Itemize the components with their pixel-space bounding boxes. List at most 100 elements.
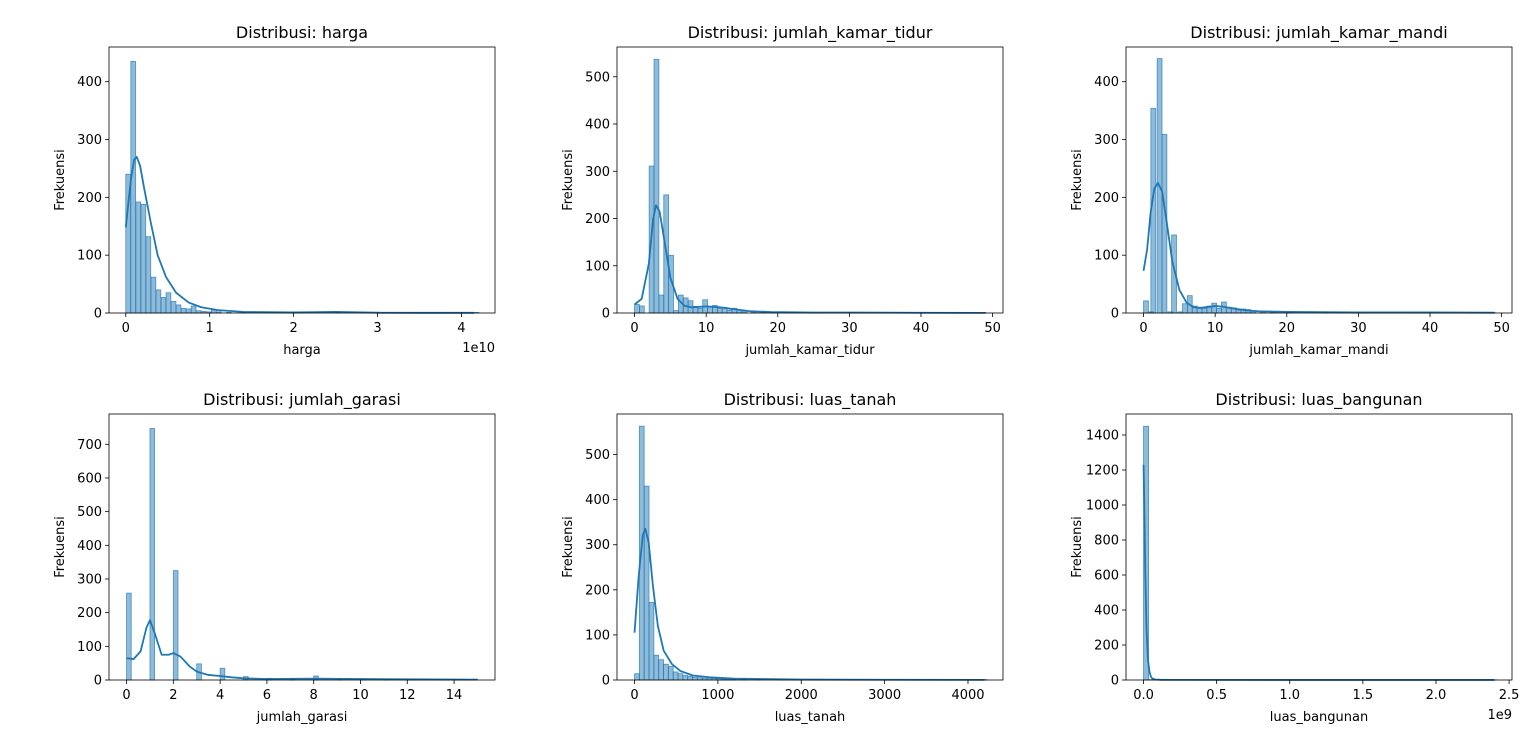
y-tick-label: 500 <box>585 448 610 463</box>
x-offset-label: 1e10 <box>462 341 495 356</box>
kde-line <box>633 204 986 314</box>
y-axis-label: Frekuensi <box>53 149 68 211</box>
x-tick-label: 10 <box>352 688 369 703</box>
x-offset-label: 1e9 <box>1487 708 1512 723</box>
y-tick-label: 100 <box>77 640 102 655</box>
histogram-bar <box>634 673 640 681</box>
histogram-bar <box>175 304 182 314</box>
x-tick-label: 30 <box>841 321 858 336</box>
y-tick-label: 0 <box>602 307 610 322</box>
x-tick-label: 4000 <box>951 688 984 703</box>
x-axis-label: jumlah_garasi <box>256 710 348 725</box>
x-tick-label: 1.0 <box>1279 688 1300 703</box>
chart-title: Distribusi: harga <box>236 23 368 42</box>
x-tick-label: 1 <box>206 321 214 336</box>
x-tick-label: 2 <box>169 688 177 703</box>
x-tick-label: 20 <box>1279 321 1296 336</box>
y-tick-label: 300 <box>585 165 610 180</box>
histogram-bar <box>1201 307 1208 314</box>
y-tick-label: 700 <box>77 438 102 453</box>
histogram-bar <box>677 673 684 681</box>
y-tick-label: 100 <box>585 628 610 643</box>
y-tick-label: 400 <box>585 118 610 133</box>
x-tick-label: 20 <box>770 321 787 336</box>
chart-title: Distribusi: jumlah_garasi <box>203 390 401 410</box>
x-tick-label: 14 <box>446 688 463 703</box>
x-tick-label: 0 <box>630 321 638 336</box>
x-tick-label: 2.0 <box>1426 688 1447 703</box>
x-tick-label: 4 <box>457 321 465 336</box>
histogram-bar <box>692 676 698 681</box>
histogram-bar <box>663 663 669 681</box>
histogram-panel-5: 0 1000 2000 3000 4000 0 100 200 300 400 500 Distrib… <box>561 390 1004 725</box>
histogram-bar <box>639 305 645 314</box>
histogram-bar <box>160 296 167 314</box>
x-tick-label: 2.5 <box>1499 688 1520 703</box>
y-tick-label: 0 <box>94 307 102 322</box>
x-tick-label: 6 <box>263 688 271 703</box>
y-axis-label: Frekuensi <box>561 516 576 578</box>
histogram-panel-1: 0 1 2 3 4 0 100 200 300 400 Distribusi: harga harga… <box>53 23 496 358</box>
axes-frame <box>616 413 1004 681</box>
kde-line <box>633 528 985 681</box>
x-axis-label: luas_bangunan <box>1270 710 1368 725</box>
histogram-bar <box>1182 303 1188 314</box>
histogram-bar <box>648 602 655 681</box>
y-tick-label: 200 <box>585 583 610 598</box>
y-tick-label: 100 <box>585 259 610 274</box>
histogram-bar <box>697 307 704 314</box>
x-tick-label: 3000 <box>868 688 901 703</box>
histogram-bar <box>653 654 660 681</box>
y-tick-label: 100 <box>77 249 102 264</box>
histogram-bar <box>190 305 197 314</box>
y-tick-label: 0 <box>1111 307 1119 322</box>
y-tick-label: 500 <box>585 70 610 85</box>
y-tick-label: 600 <box>1094 569 1119 584</box>
histogram-bar <box>653 58 660 314</box>
x-tick-label: 40 <box>1422 321 1439 336</box>
chart-title: Distribusi: luas_bangunan <box>1215 390 1422 410</box>
y-tick-label: 300 <box>585 538 610 553</box>
y-tick-label: 0 <box>1111 674 1119 689</box>
histogram-bar <box>726 309 733 314</box>
histogram-bar <box>145 236 152 314</box>
histogram-panel-4: 0 2 4 6 8 10 12 14 0 100 200 300 400 500 600 700 Distrib… <box>53 390 496 725</box>
y-tick-label: 0 <box>602 674 610 689</box>
x-axis-label: luas_tanah <box>775 710 846 725</box>
y-tick-label: 200 <box>1094 639 1119 654</box>
histogram-bar <box>149 428 156 681</box>
histogram-bar <box>716 307 723 314</box>
histogram-bar <box>1235 309 1242 314</box>
x-tick-label: 0 <box>630 688 638 703</box>
histogram-bar <box>643 485 650 681</box>
y-tick-label: 300 <box>77 133 102 148</box>
histogram-bar <box>130 61 137 314</box>
histogram-bar <box>687 675 693 681</box>
kde-line <box>1142 181 1495 314</box>
histogram-bar <box>658 659 664 681</box>
x-axis-label: jumlah_kamar_tidur <box>744 343 875 358</box>
x-tick-label: 2 <box>289 321 297 336</box>
y-tick-label: 200 <box>1094 191 1119 206</box>
axes-frame <box>1125 46 1513 314</box>
histogram-bar <box>135 201 142 314</box>
y-tick-label: 200 <box>77 606 102 621</box>
y-tick-label: 500 <box>77 505 102 520</box>
histogram-bar <box>170 301 177 314</box>
y-tick-label: 400 <box>1094 75 1119 90</box>
histogram-bar <box>155 289 162 314</box>
y-tick-label: 400 <box>77 75 102 90</box>
histogram-bar <box>672 671 679 681</box>
y-tick-label: 400 <box>585 493 610 508</box>
histogram-bar <box>658 294 665 314</box>
chart-title: Distribusi: jumlah_kamar_tidur <box>688 23 933 43</box>
y-tick-label: 800 <box>1094 534 1119 549</box>
histogram-bar <box>172 570 179 681</box>
x-tick-label: 1.5 <box>1353 688 1374 703</box>
x-tick-label: 0 <box>1139 321 1147 336</box>
axes-frame <box>108 413 496 681</box>
histogram-bar <box>126 592 132 681</box>
x-tick-label: 3 <box>373 321 381 336</box>
